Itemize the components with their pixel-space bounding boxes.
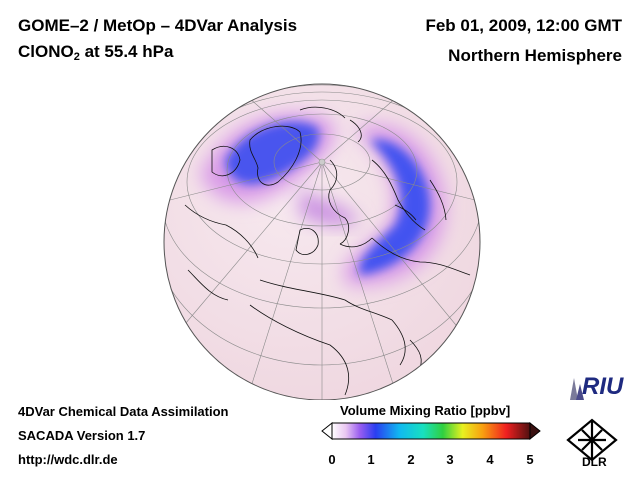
colorbar-min-arrow [321, 421, 333, 441]
graticule [164, 84, 480, 400]
colorbar-gradient [331, 422, 531, 440]
colorbar-max-arrow [529, 421, 541, 441]
riu-logo: RIU [570, 373, 624, 400]
footer-version: SACADA Version 1.7 [18, 428, 146, 443]
footer-assimilation: 4DVar Chemical Data Assimilation [18, 404, 229, 419]
region-label: Northern Hemisphere [448, 46, 622, 65]
north-pole-marker [318, 158, 326, 166]
colorbar-tick: 2 [407, 452, 415, 467]
footer-url[interactable]: http://wdc.dlr.de [18, 452, 118, 467]
colorbar-tick: 1 [367, 452, 375, 467]
colorbar-tick: 0 [328, 452, 336, 467]
northern-hemisphere-globe [163, 83, 481, 400]
species-name: ClONO [18, 42, 74, 61]
dlr-logo: DLR [566, 418, 618, 468]
pressure-level: at 55.4 hPa [79, 42, 174, 61]
colorbar-title: Volume Mixing Ratio [ppbv] [340, 403, 511, 418]
colorbar-tick: 5 [526, 452, 534, 467]
colorbar [321, 421, 541, 441]
dlr-logo-text: DLR [582, 455, 607, 468]
analysis-date: Feb 01, 2009, 12:00 GMT [425, 16, 622, 35]
map-title: GOME–2 / MetOp – 4DVar Analysis [18, 16, 298, 35]
colorbar-tick: 4 [486, 452, 494, 467]
globe-outline [163, 83, 481, 400]
riu-logo-text: RIU [582, 373, 624, 400]
coastlines [184, 106, 471, 396]
colorbar-tick: 3 [446, 452, 454, 467]
species-subscript: 2 [73, 51, 80, 63]
species-level-label: ClONO2 at 55.4 hPa [18, 42, 173, 63]
